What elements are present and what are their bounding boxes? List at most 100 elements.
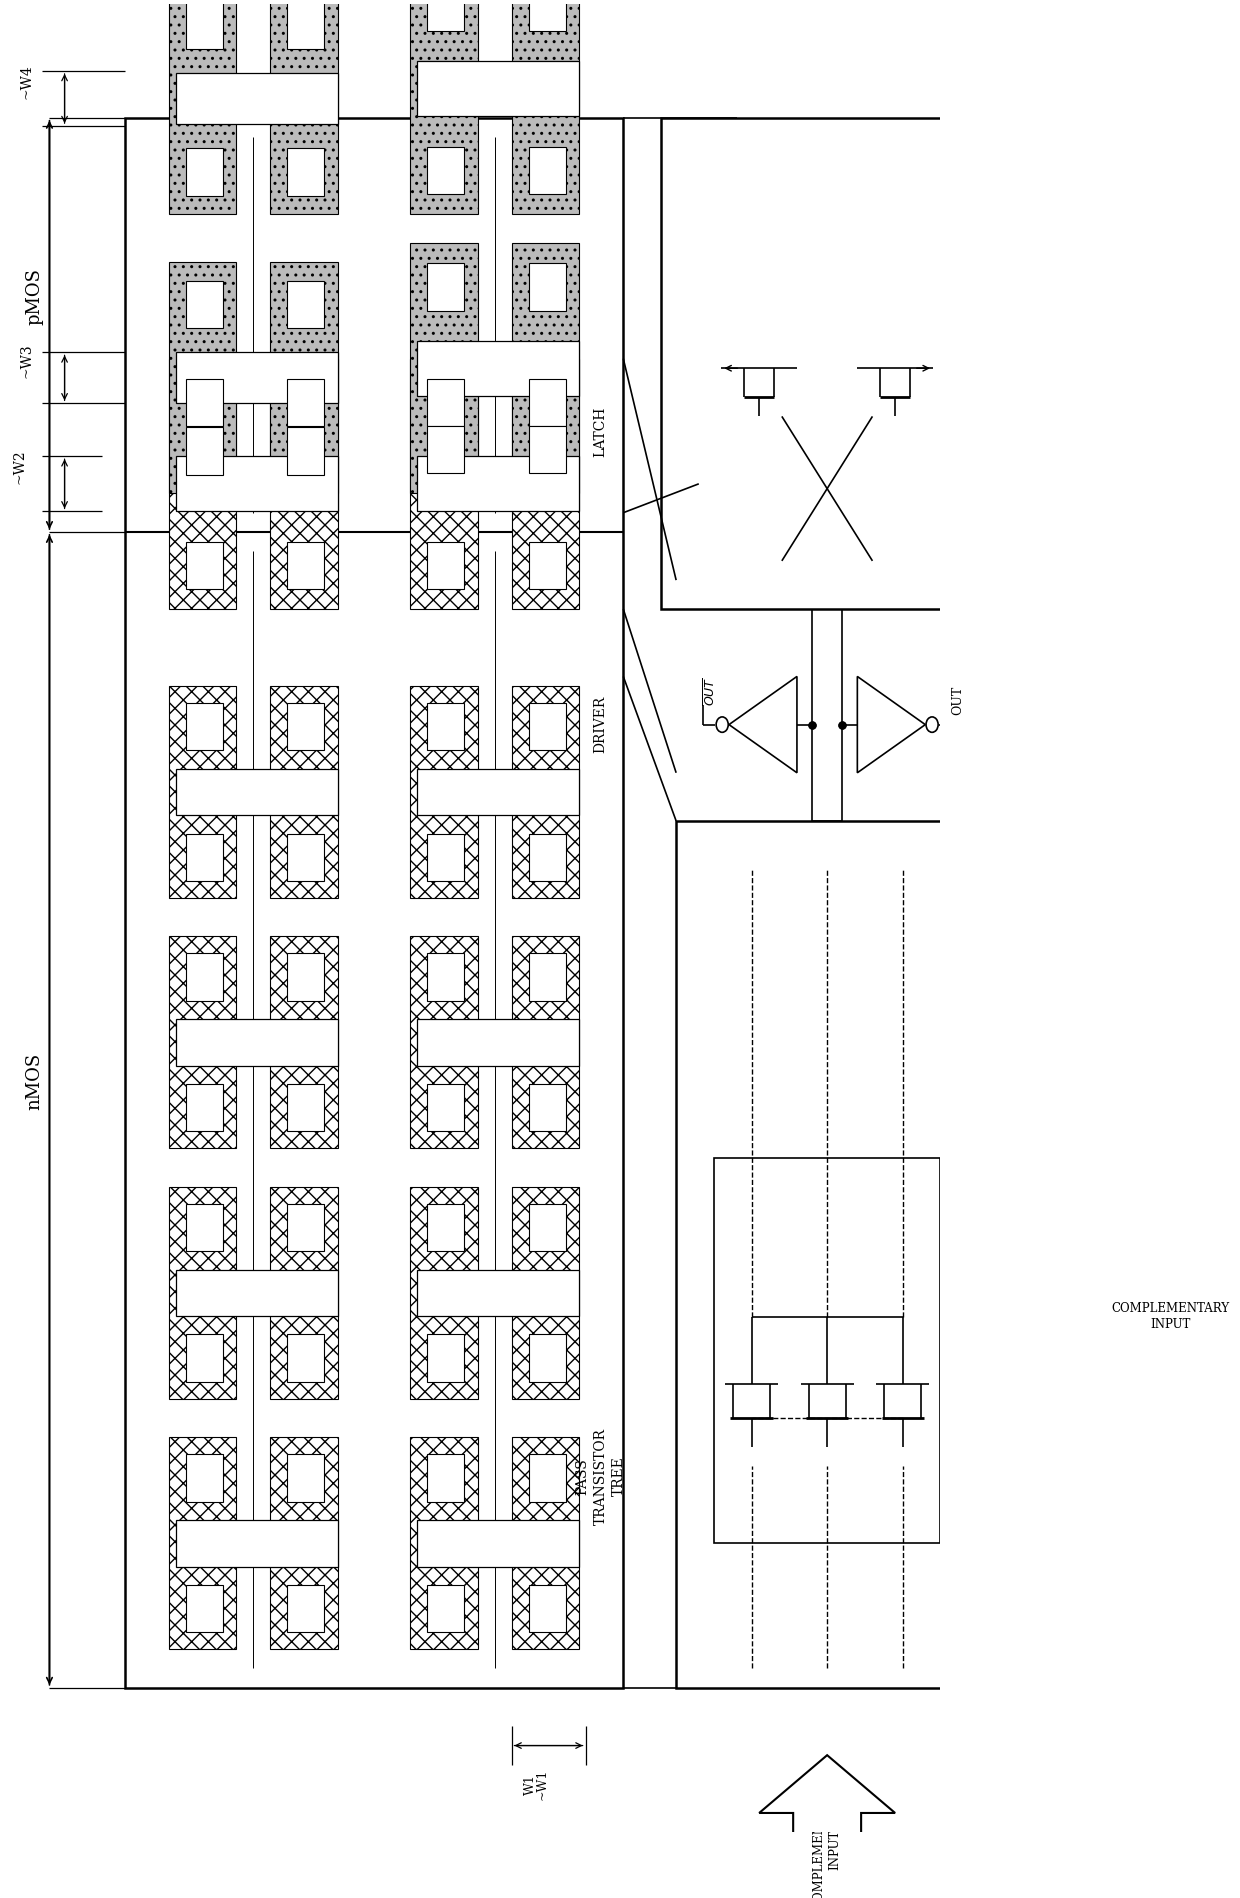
Bar — [288, 1585, 325, 1632]
Bar — [176, 1019, 337, 1067]
Bar — [428, 1084, 465, 1131]
Bar — [410, 243, 477, 493]
Bar — [270, 0, 337, 214]
Bar — [528, 1334, 565, 1382]
Bar — [288, 953, 325, 1000]
Bar — [186, 702, 223, 750]
Bar — [288, 2, 325, 49]
Bar — [512, 685, 579, 898]
Bar — [270, 1186, 337, 1399]
Bar — [270, 685, 337, 898]
Text: COMPLEMENTARY
INPUT: COMPLEMENTARY INPUT — [812, 1792, 842, 1898]
Bar — [528, 146, 565, 194]
Bar — [676, 822, 978, 1687]
Bar — [428, 1585, 465, 1632]
Text: DRIVER: DRIVER — [594, 697, 608, 754]
Bar — [186, 541, 223, 588]
Bar — [428, 1454, 465, 1501]
Bar — [428, 1334, 465, 1382]
Bar — [270, 936, 337, 1148]
Bar — [169, 1186, 237, 1399]
Polygon shape — [759, 1756, 895, 1898]
Text: $\overline{OUT}$: $\overline{OUT}$ — [703, 676, 718, 706]
Bar — [288, 1334, 325, 1382]
Bar — [410, 1186, 477, 1399]
Bar — [270, 359, 337, 609]
Bar — [288, 378, 325, 427]
Bar — [186, 2, 223, 49]
Bar — [528, 425, 565, 473]
Bar — [528, 953, 565, 1000]
Bar — [428, 1203, 465, 1251]
Bar — [417, 61, 579, 116]
Bar — [417, 456, 579, 511]
Bar — [176, 456, 337, 511]
Bar — [270, 1437, 337, 1649]
Bar — [528, 0, 565, 30]
Bar — [288, 541, 325, 588]
Bar — [410, 936, 477, 1148]
Text: LATCH: LATCH — [594, 406, 608, 457]
Bar — [714, 1158, 940, 1543]
Bar — [410, 359, 477, 609]
Bar — [186, 1454, 223, 1501]
Text: ~W2: ~W2 — [12, 450, 26, 484]
Bar — [428, 702, 465, 750]
Bar — [186, 1203, 223, 1251]
Bar — [288, 281, 325, 328]
Bar — [417, 769, 579, 816]
Bar — [186, 427, 223, 474]
Text: OUT: OUT — [952, 685, 965, 716]
Bar — [186, 281, 223, 328]
Bar — [186, 378, 223, 427]
Bar — [169, 936, 237, 1148]
Bar — [288, 1203, 325, 1251]
Bar — [512, 1186, 579, 1399]
Text: ~W1: ~W1 — [536, 1769, 548, 1799]
Polygon shape — [1076, 1158, 1145, 1446]
Bar — [169, 685, 237, 898]
Bar — [186, 1084, 223, 1131]
Text: ~W3: ~W3 — [20, 344, 33, 378]
Bar — [176, 74, 337, 123]
Bar — [417, 1019, 579, 1067]
Bar — [512, 936, 579, 1148]
Bar — [169, 1437, 237, 1649]
Text: COMPLEMENTARY
INPUT: COMPLEMENTARY INPUT — [1111, 1302, 1230, 1332]
Bar — [417, 1270, 579, 1315]
Bar — [528, 1454, 565, 1501]
Bar — [428, 953, 465, 1000]
Bar — [512, 0, 579, 214]
Bar — [288, 1454, 325, 1501]
Bar — [288, 427, 325, 474]
Bar — [428, 833, 465, 881]
Bar — [528, 1585, 565, 1632]
Text: pMOS: pMOS — [25, 268, 43, 325]
Bar — [288, 833, 325, 881]
Bar — [169, 262, 237, 493]
Bar — [176, 353, 337, 402]
Bar — [428, 0, 465, 30]
Bar — [528, 833, 565, 881]
Bar — [428, 264, 465, 311]
Bar — [169, 359, 237, 609]
Text: ~W4: ~W4 — [20, 65, 33, 99]
Bar — [528, 378, 565, 427]
Bar — [417, 1520, 579, 1566]
Bar — [528, 702, 565, 750]
Bar — [512, 1437, 579, 1649]
Text: PASS
TRANSISTOR
TREE: PASS TRANSISTOR TREE — [575, 1427, 626, 1524]
Bar — [186, 1334, 223, 1382]
Bar — [176, 769, 337, 816]
Bar — [186, 833, 223, 881]
Text: W1: W1 — [525, 1773, 537, 1794]
Bar — [428, 425, 465, 473]
Bar — [288, 148, 325, 195]
Bar — [428, 541, 465, 588]
Bar — [270, 262, 337, 493]
Bar — [176, 1270, 337, 1315]
Bar — [410, 0, 477, 214]
Bar — [125, 118, 624, 1687]
Bar — [528, 1203, 565, 1251]
Bar — [186, 1585, 223, 1632]
